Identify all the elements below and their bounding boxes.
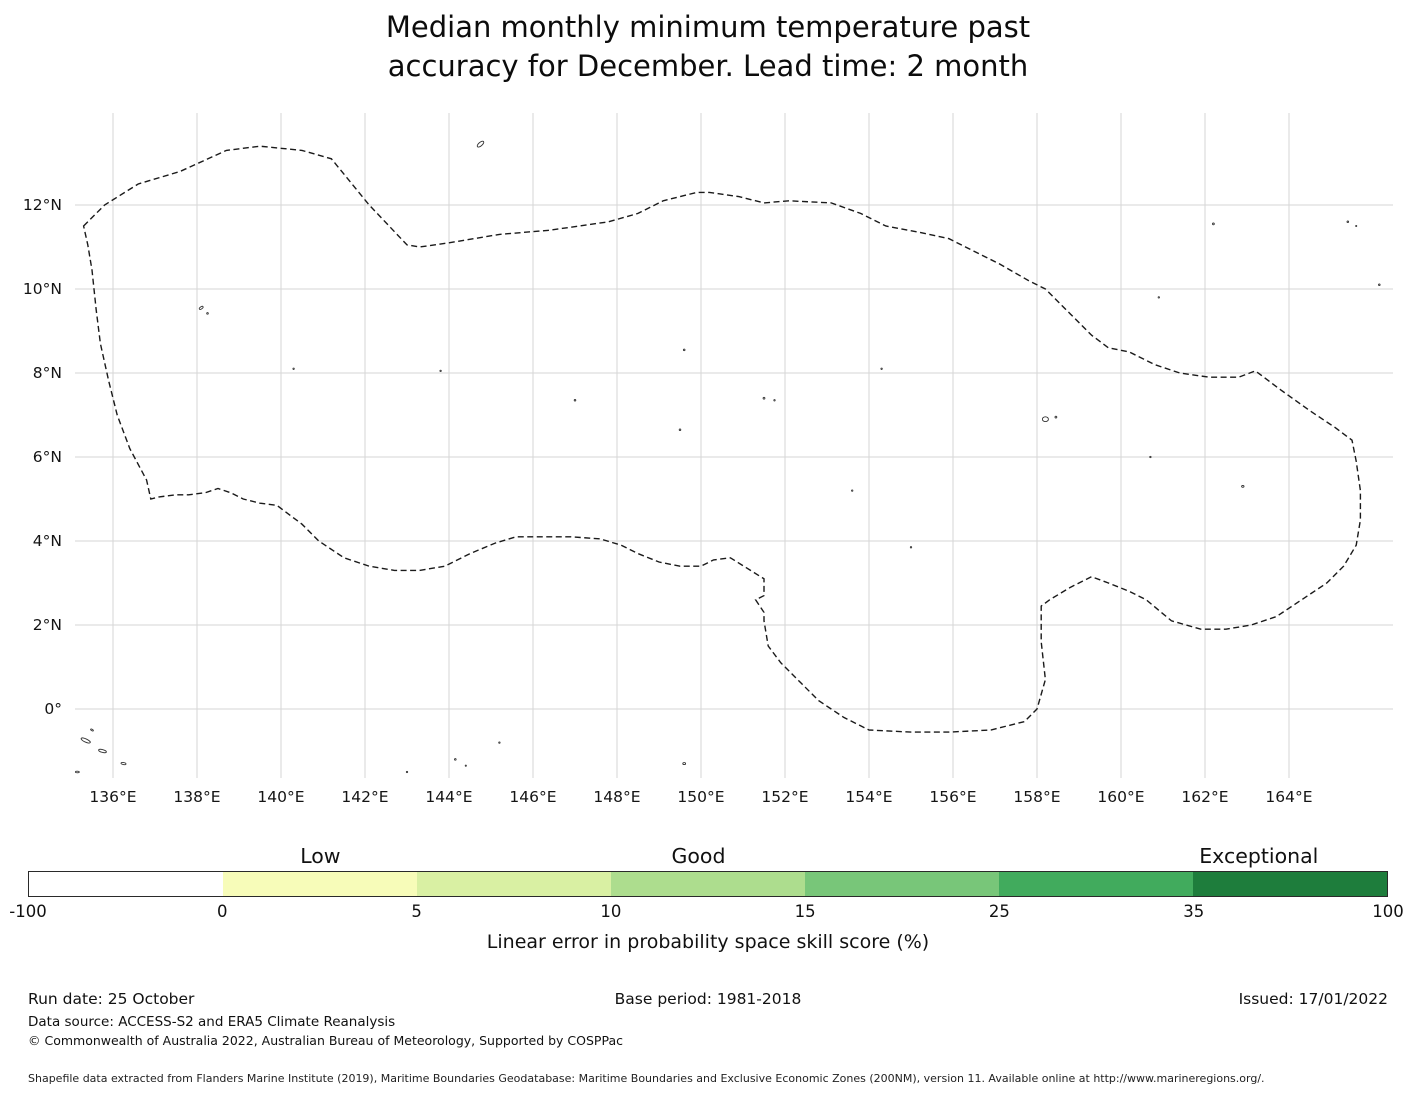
island-outline (464, 764, 467, 767)
island-outline (1378, 283, 1381, 287)
map-plot: 136°E 138°E 140°E 142°E 144°E 146°E 148°E 150°E… (23, 113, 1393, 806)
island-outline (1149, 455, 1152, 459)
colorbar-segment (417, 872, 611, 896)
x-tick-label: 158°E (1013, 788, 1060, 806)
y-tick-label: 6°N (33, 448, 62, 466)
y-tick-label: 0° (44, 700, 62, 718)
island-outline (1241, 485, 1245, 488)
island-outline (198, 305, 204, 310)
island-outline (75, 770, 80, 774)
x-tick-label: 164°E (1265, 788, 1312, 806)
colorbar-category-low: Low (300, 844, 341, 868)
x-tick-label: 140°E (257, 788, 304, 806)
colorbar-segment (223, 872, 417, 896)
map-gridlines (75, 113, 1393, 778)
x-tick-label: 154°E (845, 788, 892, 806)
x-tick-label: 156°E (929, 788, 976, 806)
x-tick-label: 138°E (173, 788, 220, 806)
island-outline (206, 312, 209, 315)
colorbar-category-labels: Low Good Exceptional (28, 840, 1388, 870)
island-outline (1054, 415, 1058, 419)
x-tick-label: 148°E (593, 788, 640, 806)
island-outline (678, 428, 682, 431)
island-outline (80, 737, 91, 744)
island-outline (773, 399, 776, 402)
colorbar-tick: 100 (1372, 902, 1404, 921)
colorbar-tick: 0 (217, 902, 228, 921)
island-outline (292, 367, 295, 370)
island-outline (476, 140, 485, 148)
x-tick-label: 150°E (677, 788, 724, 806)
colorbar-tick-labels: -100 0 5 10 15 25 35 100 (9, 902, 1403, 924)
x-tick-label: 160°E (1097, 788, 1144, 806)
island-outline (1355, 224, 1358, 228)
island-outline (454, 758, 457, 761)
x-tick-label: 142°E (341, 788, 388, 806)
data-source-text: Data source: ACCESS-S2 and ERA5 Climate … (28, 1014, 396, 1030)
island-outline (1041, 416, 1049, 423)
colorbar-tick: 25 (988, 902, 1010, 921)
colorbar-tick: 5 (411, 902, 422, 921)
colorbar-segment (611, 872, 805, 896)
chart-title: Median monthly minimum temperature past … (0, 8, 1416, 86)
x-tick-label: 146°E (509, 788, 556, 806)
island-outline (762, 396, 766, 400)
shapefile-attribution-text: Shapefile data extracted from Flanders M… (28, 1072, 1265, 1085)
colorbar-tick: 10 (600, 902, 622, 921)
y-tick-label: 10°N (23, 280, 62, 298)
island-outline (851, 489, 854, 492)
copyright-text: © Commonwealth of Australia 2022, Austra… (28, 1033, 623, 1048)
colorbar-tick: 35 (1183, 902, 1205, 921)
colorbar-category-good: Good (671, 844, 726, 868)
island-outline (909, 546, 913, 549)
x-tick-label: 144°E (425, 788, 472, 806)
island-outline (439, 369, 442, 373)
x-tick-label: 162°E (1181, 788, 1228, 806)
island-outline (1346, 220, 1350, 224)
island-outline (120, 762, 127, 766)
island-outline (682, 348, 686, 352)
issued-date-text: Issued: 17/01/2022 (1238, 990, 1388, 1008)
colorbar-axis-label: Linear error in probability space skill … (486, 931, 930, 953)
colorbar-segment (29, 872, 223, 896)
base-period-text: Base period: 1981-2018 (614, 990, 802, 1008)
colorbar-segment (1193, 872, 1387, 896)
colorbar-tick: 15 (794, 902, 816, 921)
island-outline (1212, 222, 1215, 226)
colorbar-segment (805, 872, 999, 896)
island-outline (498, 741, 501, 744)
x-tick-label: 136°E (89, 788, 136, 806)
colorbar-tick: -100 (9, 902, 47, 921)
colorbar-category-exceptional: Exceptional (1199, 844, 1319, 868)
y-axis-tick-labels: 12°N 10°N 8°N 6°N 4°N 2°N 0° (23, 196, 62, 718)
island-outline (682, 762, 687, 766)
colorbar (28, 871, 1388, 897)
x-tick-label: 152°E (761, 788, 808, 806)
chart-title-line2: accuracy for December. Lead time: 2 mont… (387, 49, 1029, 83)
run-date-text: Run date: 25 October (28, 990, 195, 1008)
y-tick-label: 2°N (33, 616, 62, 634)
eez-boundary-outline (82, 145, 1362, 733)
y-tick-label: 12°N (23, 196, 62, 214)
island-outline (405, 770, 409, 774)
map-islands (75, 140, 1381, 774)
island-outline (1157, 296, 1160, 299)
x-axis-tick-labels: 136°E 138°E 140°E 142°E 144°E 146°E 148°E 150°E… (89, 788, 1312, 806)
island-outline (880, 367, 883, 370)
colorbar-segment (999, 872, 1193, 896)
island-outline (98, 748, 107, 754)
island-outline (90, 728, 94, 732)
y-tick-label: 8°N (33, 364, 62, 382)
chart-title-line1: Median monthly minimum temperature past (385, 10, 1031, 44)
y-tick-label: 4°N (33, 532, 62, 550)
footer-row-1: Run date: 25 October Base period: 1981-2… (28, 990, 1388, 1010)
island-outline (573, 399, 577, 402)
